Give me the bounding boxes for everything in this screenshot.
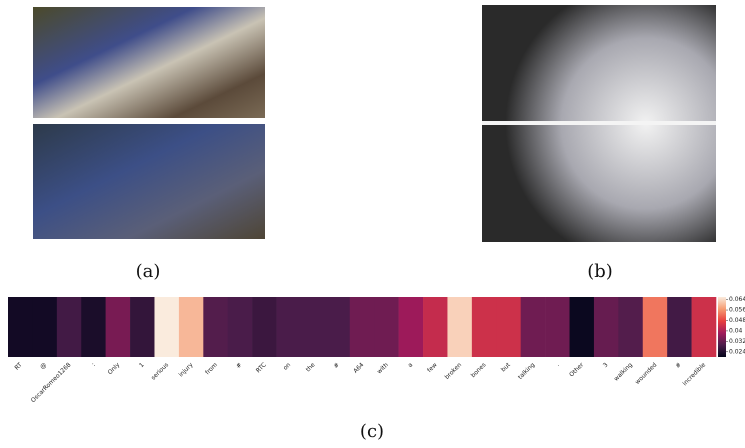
heat-cell (8, 297, 33, 357)
caption-b: (b) (587, 261, 613, 282)
heat-cell (472, 297, 497, 357)
heat-cell (130, 297, 155, 357)
token-label: wounded (634, 361, 659, 386)
token-label: @ (39, 361, 48, 370)
token-label: a (407, 361, 415, 369)
token-label: from (204, 361, 219, 376)
heat-cell (496, 297, 521, 357)
heat-cell (692, 297, 717, 357)
token-label: 3 (602, 361, 610, 369)
photo-top (33, 7, 265, 118)
token-label: the (305, 361, 317, 373)
heat-cell (301, 297, 326, 357)
caption-c: (c) (360, 421, 384, 442)
token-label: # (674, 361, 683, 370)
heat-cell (228, 297, 253, 357)
heat-cell (570, 297, 595, 357)
heat-cell (203, 297, 228, 357)
token-label: RTC (255, 361, 268, 374)
token-label: # (235, 361, 244, 370)
colorbar-label: 0.024 (729, 348, 745, 355)
token-label: A64 (352, 361, 365, 374)
caption-a: (a) (136, 261, 161, 282)
colorbar (718, 297, 726, 357)
token-label: 1 (138, 361, 146, 369)
heat-cell (545, 297, 570, 357)
token-label: # (332, 361, 341, 370)
colorbar-label: 0.032 (729, 338, 745, 345)
separator (482, 121, 716, 125)
heat-cell (32, 297, 57, 357)
figure: (a) (b) (c) RT @OscarRomeo1268: Only 1 serio… (0, 0, 745, 448)
colorbar-label: 0.048 (729, 317, 745, 324)
token-label: on (282, 361, 292, 371)
token-label: : (90, 361, 96, 367)
token-label: broken (444, 361, 464, 381)
token-label: talking (517, 361, 537, 381)
heat-cell (325, 297, 350, 357)
token-label: few (426, 361, 439, 374)
heat-cell (423, 297, 448, 357)
heat-cell (179, 297, 204, 357)
heat-cell (618, 297, 643, 357)
heat-cell (81, 297, 106, 357)
heat-cell (252, 297, 277, 357)
token-label: OscarRomeo1268 (30, 361, 73, 404)
heat-cell (106, 297, 131, 357)
colorbar-label: 0.04 (729, 327, 743, 334)
heat-cell (399, 297, 424, 357)
token-label: bones (470, 361, 488, 379)
photo-bottom (33, 124, 265, 239)
token-label: Other (568, 361, 585, 378)
token-label: but (500, 361, 512, 373)
token-label: incredible (681, 361, 707, 387)
token-label: RT (13, 361, 23, 371)
token-label: . (554, 361, 560, 367)
heat-cell (447, 297, 472, 357)
token-label: walking (613, 361, 634, 382)
token-label: injury (178, 361, 195, 378)
heat-cell (350, 297, 375, 357)
heat-cell (57, 297, 82, 357)
heat-cell (667, 297, 692, 357)
heat-cell (374, 297, 399, 357)
heat-cell (643, 297, 668, 357)
token-label: with (376, 361, 390, 375)
token-label: Only (107, 361, 122, 376)
heat-cell (594, 297, 619, 357)
token-label: serious (150, 361, 170, 381)
heat-cell (277, 297, 302, 357)
heat-cell (154, 297, 179, 357)
heat-cell (521, 297, 546, 357)
colorbar-label: 0.056 (729, 307, 745, 314)
colorbar-label: 0.064 (729, 296, 745, 303)
